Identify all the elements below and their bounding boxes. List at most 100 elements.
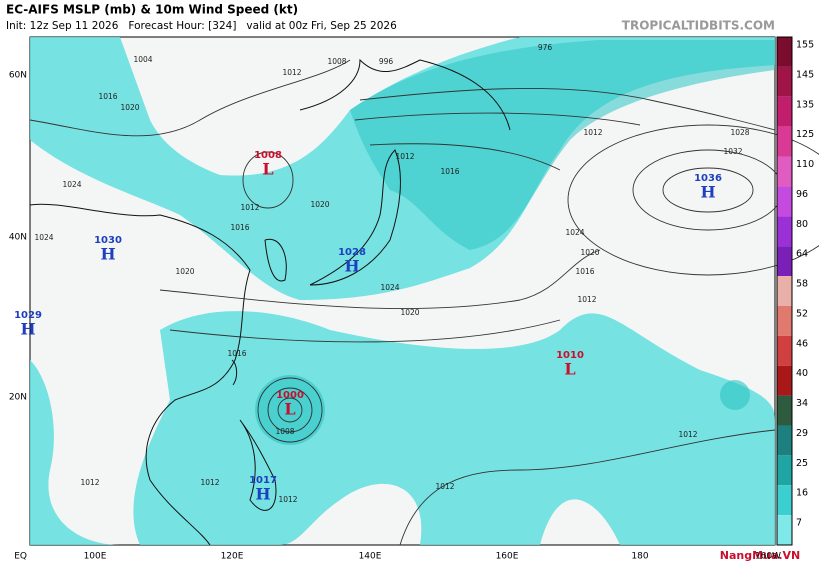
- wind-shading: [30, 360, 120, 545]
- watermark: NangMua.VN: [720, 549, 800, 562]
- center-letter: H: [700, 183, 715, 202]
- center-letter: H: [100, 245, 115, 264]
- colorbar-segment: [777, 485, 792, 516]
- lon-label: 180: [631, 552, 648, 562]
- contour-label: 1012: [678, 430, 697, 439]
- contour-label: 1012: [583, 128, 602, 137]
- colorbar-label: 80: [796, 219, 808, 230]
- center-value: 1028: [338, 247, 366, 258]
- colorbar-segment: [777, 515, 792, 545]
- colorbar-label: 16: [796, 488, 808, 499]
- colorbar-label: 25: [796, 458, 808, 469]
- contour-label: 1012: [240, 203, 259, 212]
- colorbar-segment: [777, 156, 792, 187]
- colorbar-label: 145: [796, 69, 814, 80]
- center-letter: H: [344, 257, 359, 276]
- contour-label: 1024: [34, 233, 53, 242]
- center-letter: L: [262, 160, 273, 179]
- center-value: 1017: [249, 475, 277, 486]
- lat-label: 20N: [9, 393, 27, 403]
- contour-label: 1012: [577, 295, 596, 304]
- colorbar-segment: [777, 37, 792, 67]
- contour-label: 996: [379, 57, 394, 66]
- lat-label: EQ: [14, 552, 27, 562]
- contour-label: 1012: [200, 478, 219, 487]
- colorbar-segment: [777, 246, 792, 277]
- contour-label: 1012: [278, 495, 297, 504]
- contour-label: 1024: [565, 228, 584, 237]
- lon-label: 140E: [359, 552, 382, 562]
- colorbar-label: 96: [796, 189, 808, 200]
- contour-label: 1012: [80, 478, 99, 487]
- colorbar-segment: [777, 126, 792, 157]
- lat-label: 60N: [9, 71, 27, 81]
- lon-label: 120E: [221, 552, 244, 562]
- contour-label: 1020: [400, 308, 419, 317]
- contour-label: 1032: [723, 147, 742, 156]
- center-value: 1000: [276, 390, 304, 401]
- contour-label: 1016: [98, 92, 117, 101]
- colorbar-label: 64: [796, 249, 808, 260]
- colorbar-label: 125: [796, 129, 814, 140]
- title: EC-AIFS MSLP (mb) & 10m Wind Speed (kt): [6, 3, 298, 17]
- contour-label: 1028: [730, 128, 749, 137]
- center-value: 1008: [254, 150, 282, 161]
- colorbar-segment: [777, 276, 792, 306]
- colorbar-segment: [777, 455, 792, 486]
- colorbar-label: 29: [796, 428, 808, 439]
- colorbar: 155 145 135 125 110 96 80 64 58 52 46 40 34 29 25 16 7: [776, 36, 814, 546]
- colorbar-segment: [777, 216, 792, 247]
- contour-label: 1020: [175, 267, 194, 276]
- wind-shading: [133, 311, 775, 545]
- contour-label: 1016: [440, 167, 459, 176]
- lat-label: 40N: [9, 233, 27, 243]
- colorbar-label: 52: [796, 308, 808, 319]
- storm-core: [720, 380, 750, 410]
- contour-label: 1008: [327, 57, 346, 66]
- map: [29, 36, 819, 546]
- contour-label: 1020: [310, 200, 329, 209]
- contour-label: 1024: [62, 180, 81, 189]
- lon-label: 160W: [755, 552, 781, 562]
- site-name: TROPICALTIDBITS.COM: [622, 19, 775, 33]
- colorbar-label: 46: [796, 338, 808, 349]
- colorbar-label: 34: [796, 398, 808, 409]
- contour-label: 1016: [227, 349, 246, 358]
- subtitle: Init: 12z Sep 11 2026 Forecast Hour: [32…: [6, 20, 397, 32]
- contour-label: 1012: [435, 482, 454, 491]
- contour-label: 1020: [120, 103, 139, 112]
- colorbar-segment: [777, 335, 792, 366]
- colorbar-frame: [776, 36, 793, 546]
- typhoon-core: [255, 375, 325, 445]
- center-letter: L: [564, 360, 575, 379]
- center-value: 1029: [14, 310, 42, 321]
- colorbar-segment: [777, 186, 792, 217]
- contour-label: 1016: [230, 223, 249, 232]
- isobars: [29, 59, 819, 546]
- center-letter: H: [20, 320, 35, 339]
- colorbar-segment: [777, 395, 792, 426]
- colorbar-segment: [777, 66, 792, 97]
- colorbar-label: 7: [796, 518, 802, 529]
- contour-label: 1012: [282, 68, 301, 77]
- lon-label: 100E: [84, 552, 107, 562]
- colorbar-segment: [777, 305, 792, 336]
- contour-label: 1024: [380, 283, 399, 292]
- lon-label: 160E: [496, 552, 519, 562]
- colorbar-label: 155: [796, 40, 814, 51]
- colorbar-label: 40: [796, 368, 808, 379]
- contour-label: 976: [538, 43, 553, 52]
- contour-label: 1016: [575, 267, 594, 276]
- center-letter: L: [284, 400, 295, 419]
- center-letter: H: [255, 485, 270, 504]
- contour-label: 1004: [133, 55, 152, 64]
- contour-label: 1020: [580, 248, 599, 257]
- colorbar-segment: [777, 96, 792, 127]
- colorbar-segment: [777, 425, 792, 456]
- coastlines: [29, 58, 511, 546]
- colorbar-label: 110: [796, 159, 814, 170]
- contour-label: 1008: [275, 427, 294, 436]
- colorbar-label: 58: [796, 279, 808, 290]
- contour-label: 1012: [395, 152, 414, 161]
